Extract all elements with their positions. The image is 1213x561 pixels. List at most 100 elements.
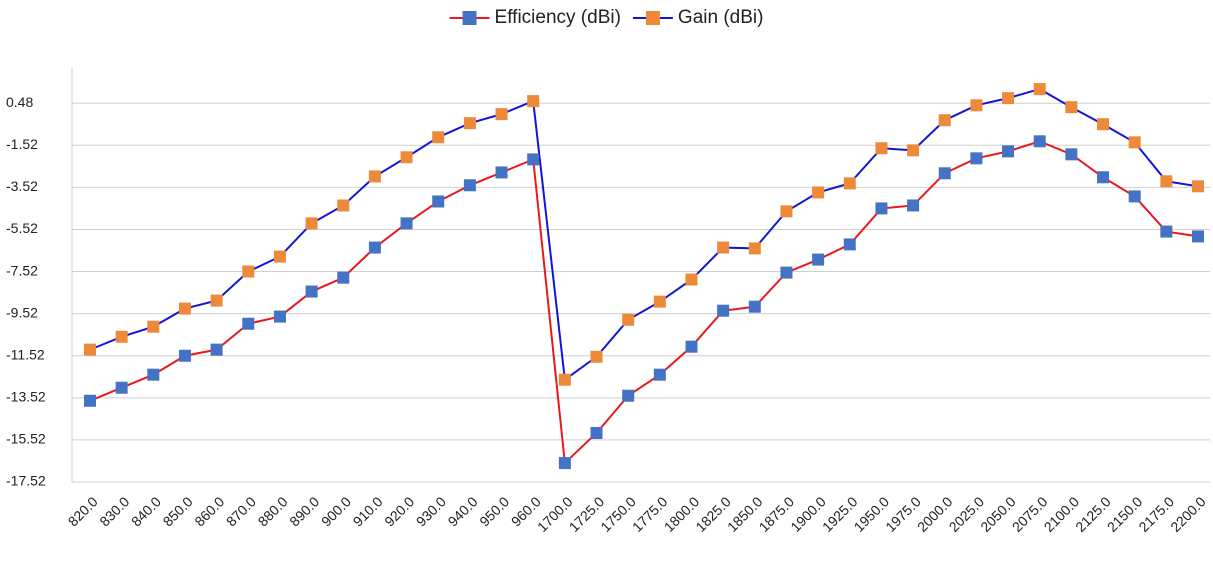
x-tick-label: 860.0 (191, 493, 227, 529)
marker (558, 457, 571, 470)
legend-label: Efficiency (dBi) (495, 7, 621, 28)
marker (685, 340, 698, 353)
marker (84, 394, 96, 407)
x-tick-label: 910.0 (350, 493, 386, 529)
marker (907, 144, 920, 157)
series-line (89, 140, 1199, 466)
marker (178, 349, 191, 362)
marker (748, 242, 761, 255)
x-tick-label: 2200.0 (1167, 493, 1209, 535)
marker (938, 167, 951, 180)
marker (1065, 148, 1078, 161)
y-tick-label: 0.48 (6, 94, 33, 110)
marker (463, 179, 476, 192)
marker (337, 199, 350, 212)
marker (717, 304, 730, 317)
marker (558, 373, 571, 386)
x-tick-label: 830.0 (96, 493, 132, 529)
marker (1128, 136, 1141, 149)
marker (1192, 230, 1204, 243)
marker (1192, 180, 1204, 193)
y-tick-label: -1.52 (6, 136, 38, 152)
marker (907, 199, 920, 212)
marker (1160, 175, 1173, 188)
x-tick-label: 870.0 (223, 493, 259, 529)
y-tick-label: -7.52 (6, 262, 38, 278)
marker (527, 95, 540, 108)
marker (495, 166, 508, 179)
marker (368, 170, 381, 183)
y-tick-label: -9.52 (6, 304, 38, 320)
x-tick-label: 880.0 (255, 493, 291, 529)
x-tick-label: 840.0 (128, 493, 164, 529)
marker (400, 151, 413, 164)
marker (843, 177, 856, 190)
marker (1097, 118, 1110, 131)
marker (432, 195, 445, 208)
y-tick-label: -11.52 (6, 346, 45, 362)
x-tick-label: 850.0 (160, 493, 196, 529)
marker (717, 241, 730, 254)
y-tick-label: -13.52 (6, 389, 46, 405)
marker (653, 368, 666, 381)
marker (400, 217, 413, 230)
x-tick-label: 930.0 (413, 493, 449, 529)
marker (115, 330, 128, 343)
legend-marker (645, 11, 660, 25)
marker (938, 114, 951, 127)
marker (780, 205, 793, 218)
marker (527, 153, 540, 166)
marker (84, 343, 96, 356)
marker (653, 295, 666, 308)
marker (305, 217, 318, 230)
marker (622, 313, 635, 326)
x-tick-label: 820.0 (65, 493, 101, 529)
y-tick-label: -17.52 (6, 473, 46, 489)
x-tick-label: 920.0 (381, 493, 417, 529)
legend-marker (462, 11, 477, 25)
marker (812, 186, 825, 199)
x-tick-label: 900.0 (318, 493, 354, 529)
marker (178, 302, 191, 315)
marker (1033, 83, 1046, 96)
marker (115, 381, 128, 394)
marker (1065, 101, 1078, 114)
y-tick-label: -15.52 (6, 431, 46, 447)
marker (495, 108, 508, 121)
marker (748, 300, 761, 313)
marker (337, 271, 350, 284)
y-tick-label: -5.52 (6, 220, 38, 236)
marker (1097, 171, 1110, 184)
x-tick-label: 890.0 (286, 493, 322, 529)
marker (1033, 135, 1046, 148)
marker (1160, 225, 1173, 238)
marker (590, 350, 603, 363)
marker (685, 273, 698, 286)
marker (622, 389, 635, 402)
marker (970, 152, 983, 165)
marker (1128, 190, 1141, 203)
marker (210, 343, 223, 356)
marker (210, 294, 223, 307)
marker (590, 426, 603, 439)
legend: Efficiency (dBi) Gain (dBi) (449, 7, 763, 28)
marker (463, 117, 476, 130)
marker (242, 265, 255, 278)
x-tick-label: 950.0 (476, 493, 512, 529)
x-tick-label: 940.0 (445, 493, 481, 529)
y-tick-label: -3.52 (6, 178, 38, 194)
marker (1002, 145, 1015, 158)
marker (843, 238, 856, 251)
marker (273, 310, 286, 323)
marker (242, 317, 255, 330)
marker (780, 266, 793, 279)
marker (273, 250, 286, 263)
series-line (89, 88, 1199, 382)
marker (147, 320, 160, 333)
marker (812, 253, 825, 266)
marker (1002, 92, 1015, 105)
marker (147, 368, 160, 381)
marker (875, 202, 888, 215)
marker (305, 285, 318, 298)
